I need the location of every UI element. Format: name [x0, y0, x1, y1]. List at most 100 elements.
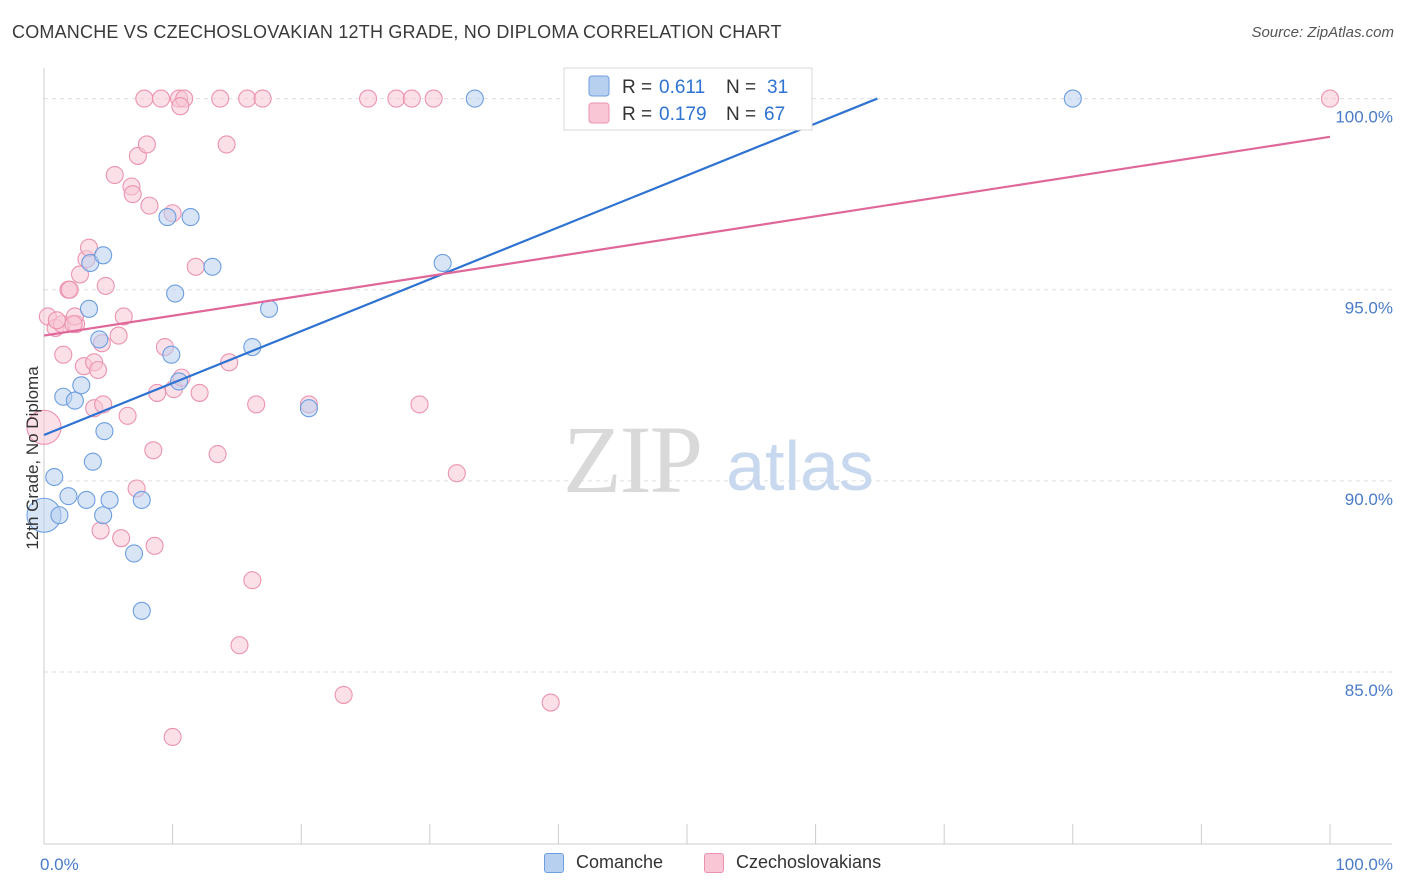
czechoslovakians-point — [47, 311, 66, 330]
legend-r-value-pink: 0.179 — [659, 104, 707, 125]
czechoslovakians-point — [541, 693, 560, 712]
comanche-point — [94, 246, 113, 265]
legend-swatch-pink — [588, 102, 610, 124]
legend-n-value-pink: 67 — [764, 104, 785, 125]
comanche-point — [79, 299, 99, 318]
czechoslovakians-point — [190, 383, 209, 402]
czechoslovakians-point — [70, 265, 90, 284]
czechoslovakians-point — [243, 571, 262, 590]
czechoslovakians-swatch — [704, 852, 724, 873]
comanche-point — [166, 284, 185, 303]
watermark: ZIP atlas — [563, 406, 874, 513]
legend-n-value-blue: 31 — [767, 77, 788, 98]
czechoslovakians-point — [387, 89, 406, 108]
comanche-point — [299, 399, 318, 418]
y-tick-labels: 100.0% 95.0% 90.0% 85.0% — [1335, 108, 1393, 700]
comanche-point — [162, 345, 181, 364]
czechoslovakians-point — [447, 464, 466, 483]
czechoslovakians-trend-line — [43, 135, 1331, 337]
legend-item-czechoslovakians: Czechoslovakians — [704, 852, 881, 873]
czechoslovakians-point — [64, 315, 83, 334]
czechoslovakians-point — [402, 89, 421, 108]
czechoslovakians-point — [105, 165, 124, 185]
czechoslovakians-point — [112, 529, 131, 548]
czechoslovakians-point — [186, 257, 205, 276]
comanche-point — [203, 257, 222, 276]
czechoslovakians-point — [91, 521, 110, 540]
watermark-atlas: atlas — [726, 427, 874, 505]
czechoslovakians-point — [96, 276, 115, 295]
czechoslovakians-point — [140, 196, 159, 215]
czechoslovakians-point — [208, 445, 227, 464]
legend-n-label-blue: N = — [726, 77, 756, 98]
comanche-point — [83, 452, 102, 471]
czechoslovakians-point — [88, 360, 108, 380]
y-tick-label: 85.0% — [1345, 681, 1393, 700]
czechoslovakians-point — [217, 135, 236, 154]
legend-r-label-pink: R = — [622, 104, 652, 125]
czechoslovakians-point — [424, 89, 443, 108]
comanche-point — [158, 208, 177, 227]
comanche-point — [132, 601, 151, 620]
czechoslovakians-point — [114, 307, 133, 326]
chart-title: COMANCHE VS CZECHOSLOVAKIAN 12TH GRADE, … — [12, 22, 782, 42]
legend-swatch-blue — [588, 75, 610, 97]
y-axis-label: 12th Grade, No Diploma — [23, 366, 42, 550]
comanche-point — [95, 422, 114, 441]
comanche-point — [65, 391, 84, 410]
x-tick-label: 0.0% — [40, 855, 79, 874]
comanche-point — [259, 299, 279, 318]
comanche-point — [465, 89, 484, 108]
legend-item-comanche: Comanche — [544, 852, 663, 873]
comanche-point — [90, 330, 109, 349]
legend-r-label-blue: R = — [622, 77, 652, 98]
y-tick-label: 90.0% — [1345, 490, 1393, 509]
czechoslovakians-point — [123, 185, 142, 204]
comanche-trend-line — [43, 97, 878, 436]
x-tick-label: 100.0% — [1335, 855, 1393, 874]
czechoslovakians-point — [109, 326, 128, 345]
comanche-point — [50, 506, 69, 525]
czechoslovakians-point — [151, 89, 171, 108]
comanche-point — [77, 490, 96, 510]
comanche-legend-label: Comanche — [576, 852, 664, 872]
czechoslovakians-point — [135, 89, 154, 108]
czechoslovakians-point — [238, 89, 257, 108]
comanche-points — [26, 89, 1082, 620]
czechoslovakians-point — [118, 406, 137, 425]
legend-r-value-blue: 0.611 — [659, 77, 705, 98]
czechoslovakians-point — [211, 89, 230, 108]
x-tick-labels: 0.0% 100.0% — [40, 855, 1393, 874]
comanche-point — [132, 490, 151, 510]
axes — [43, 68, 1392, 845]
comanche-point — [94, 506, 113, 525]
czechoslovakians-point — [144, 441, 163, 460]
czechoslovakians-point — [60, 280, 79, 299]
y-tick-label: 95.0% — [1345, 299, 1393, 318]
czechoslovakians-point — [137, 135, 156, 154]
stats-legend: R = 0.611 N = 31 R = 0.179 N = 67 — [563, 67, 813, 131]
czechoslovakians-point — [247, 395, 266, 414]
comanche-point — [72, 376, 91, 395]
trend-lines — [43, 97, 1331, 436]
comanche-point — [59, 487, 78, 506]
czechoslovakians-point — [54, 345, 73, 364]
czechoslovakians-point — [171, 97, 190, 116]
czechoslovakians-point — [145, 536, 164, 555]
source-label: Source: ZipAtlas.com — [1251, 24, 1394, 41]
comanche-point — [433, 253, 452, 273]
comanche-point — [100, 490, 119, 510]
czechoslovakians-point — [410, 395, 429, 414]
czechoslovakians-point — [253, 89, 272, 108]
comanche-point — [45, 467, 64, 487]
czechoslovakians-legend-label: Czechoslovakians — [736, 852, 882, 872]
y-tick-label: 100.0% — [1335, 108, 1393, 127]
comanche-point — [124, 544, 144, 563]
czechoslovakians-point — [1320, 89, 1340, 108]
czechoslovakians-point — [359, 89, 378, 108]
comanche-point — [1063, 89, 1082, 108]
comanche-point — [181, 208, 200, 227]
legend-n-label-pink: N = — [726, 104, 756, 125]
czechoslovakians-point — [334, 685, 353, 704]
